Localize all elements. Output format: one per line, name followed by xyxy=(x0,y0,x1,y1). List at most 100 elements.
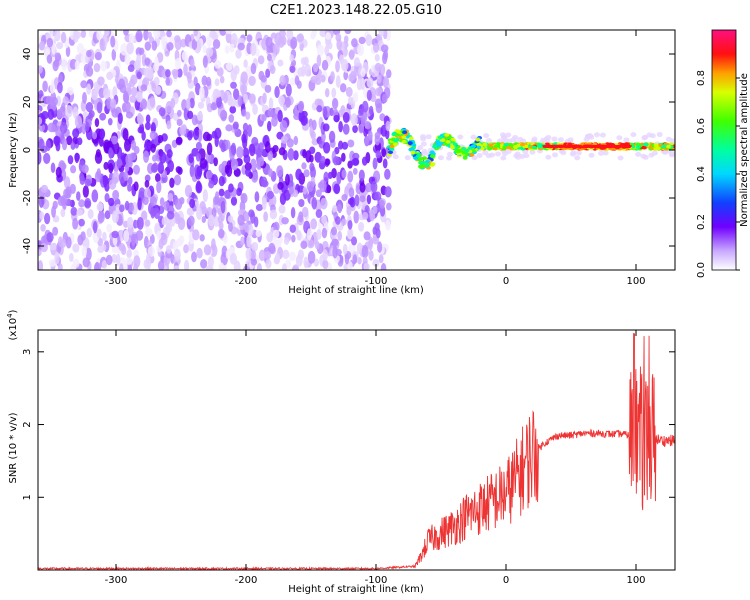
spectrogram-cell xyxy=(199,234,205,242)
spectrogram-cell xyxy=(171,68,179,77)
spectrogram-cell xyxy=(61,138,68,151)
spectrogram-cell xyxy=(642,142,648,147)
spectrogram-cell xyxy=(245,248,253,261)
spectrogram-cell xyxy=(74,31,82,39)
spectrogram-cell xyxy=(301,65,306,77)
spectrogram-cell xyxy=(252,103,258,115)
spectrogram-cell xyxy=(482,142,488,147)
spectrogram-cell xyxy=(322,259,329,270)
spectrogram-cell xyxy=(267,150,274,161)
spectrogram-cell xyxy=(354,194,360,207)
spectrogram-cell xyxy=(165,69,171,78)
spectrogram-cell xyxy=(86,227,93,238)
spectrogram-cell xyxy=(159,151,167,164)
spectrogram-cell xyxy=(374,62,382,72)
spectrogram-cell xyxy=(314,98,322,107)
spectrogram-heatmap xyxy=(38,30,675,270)
spectrogram-cell xyxy=(60,194,68,206)
spectrogram-cell xyxy=(119,204,125,213)
spectrogram-cell xyxy=(304,63,312,77)
spectrogram-cell xyxy=(79,175,86,185)
spectrogram-cell xyxy=(63,176,71,189)
spectrogram-cell xyxy=(103,161,109,170)
spectrogram-cell xyxy=(272,144,279,153)
spectrogram-cell xyxy=(84,197,92,209)
spectrogram-cell xyxy=(76,43,85,54)
spectrogram-cell xyxy=(274,86,280,99)
spectrogram-cell xyxy=(196,111,204,121)
spectrogram-cell xyxy=(662,149,669,155)
spectrogram-cell xyxy=(324,158,331,166)
spectrogram-cell xyxy=(237,42,245,51)
spectrogram-cell xyxy=(80,30,87,39)
spectrogram-cell xyxy=(72,258,80,268)
spectrogram-cell xyxy=(189,97,195,109)
spectrogram-cell xyxy=(342,123,350,135)
spectrogram-cell xyxy=(437,135,443,140)
spectrogram-cell xyxy=(216,67,224,77)
spectrogram-cell xyxy=(243,154,251,164)
spectrogram-cell xyxy=(209,30,217,39)
spectrogram-cell xyxy=(85,121,90,132)
spectrogram-cell xyxy=(202,189,208,203)
spectrogram-cell xyxy=(358,36,366,45)
spectrogram-cell xyxy=(389,147,395,151)
spectrogram-cell xyxy=(159,197,165,207)
spectrogram-cell xyxy=(377,241,383,253)
spectrogram-cell xyxy=(116,157,123,169)
spectrogram-cell xyxy=(417,157,423,161)
spectrogram-cell xyxy=(335,33,342,42)
spectrogram-cell xyxy=(53,30,61,42)
spectrogram-cell xyxy=(642,134,649,140)
spectrogram-cell xyxy=(110,35,116,48)
spectrogram-cell xyxy=(316,229,322,240)
spectrogram-cell xyxy=(341,152,346,162)
spectrogram-cell xyxy=(122,90,129,104)
spectrogram-cell xyxy=(45,139,51,152)
spectrogram-cell xyxy=(505,132,512,138)
spectrogram-cell xyxy=(65,236,72,249)
spectrogram-cell xyxy=(660,144,666,149)
spectrogram-cell xyxy=(244,222,250,233)
spectrogram-cell xyxy=(425,159,431,164)
spectrogram-cell xyxy=(65,105,73,118)
spectrogram-cell xyxy=(43,45,51,57)
spectrogram-cell xyxy=(360,77,365,90)
spectrogram-cell xyxy=(242,136,248,149)
snr-y-tick-label: 3 xyxy=(22,349,33,355)
spectrogram-cell xyxy=(128,78,136,88)
spectrogram-cell xyxy=(266,53,272,62)
spectrogram-cell xyxy=(149,196,158,207)
spectrogram-x-tick-label: -300 xyxy=(105,276,128,287)
spectrogram-cell xyxy=(38,151,42,165)
spectrogram-cell xyxy=(107,117,113,126)
spectrogram-cell xyxy=(404,155,411,161)
spectrogram-cell xyxy=(153,30,161,39)
spectrogram-cell xyxy=(225,31,232,44)
spectrogram-cell xyxy=(327,171,333,180)
spectrogram-cell xyxy=(74,152,80,164)
spectrogram-cell xyxy=(285,173,290,186)
spectrogram-cell xyxy=(283,237,290,245)
spectrogram-cell xyxy=(187,130,193,141)
spectrogram-cell xyxy=(44,212,51,225)
spectrogram-cell xyxy=(230,68,237,82)
spectrogram-cell xyxy=(196,207,203,220)
spectrogram-cell xyxy=(276,165,284,178)
spectrogram-cell xyxy=(358,108,364,117)
spectrogram-cell xyxy=(81,164,89,174)
spectrogram-cell xyxy=(123,30,129,36)
spectrogram-cell xyxy=(135,91,143,103)
spectrogram-cell xyxy=(332,97,339,110)
spectrogram-cell xyxy=(649,133,656,139)
spectrogram-cell xyxy=(592,145,599,148)
spectrogram-cell xyxy=(417,145,424,151)
spectrogram-cell xyxy=(523,153,530,159)
spectrogram-cell xyxy=(124,164,130,172)
spectrogram-cell xyxy=(65,46,71,57)
spectrogram-cell xyxy=(341,169,347,179)
snr-panel: -300 -200 -100 0 100 1 2 3 Height of straight l… xyxy=(6,309,676,595)
colorbar-tick-label: 0.4 xyxy=(696,166,707,182)
spectrogram-y-tick-label: -20 xyxy=(22,190,33,206)
spectrogram-cell xyxy=(366,89,372,101)
